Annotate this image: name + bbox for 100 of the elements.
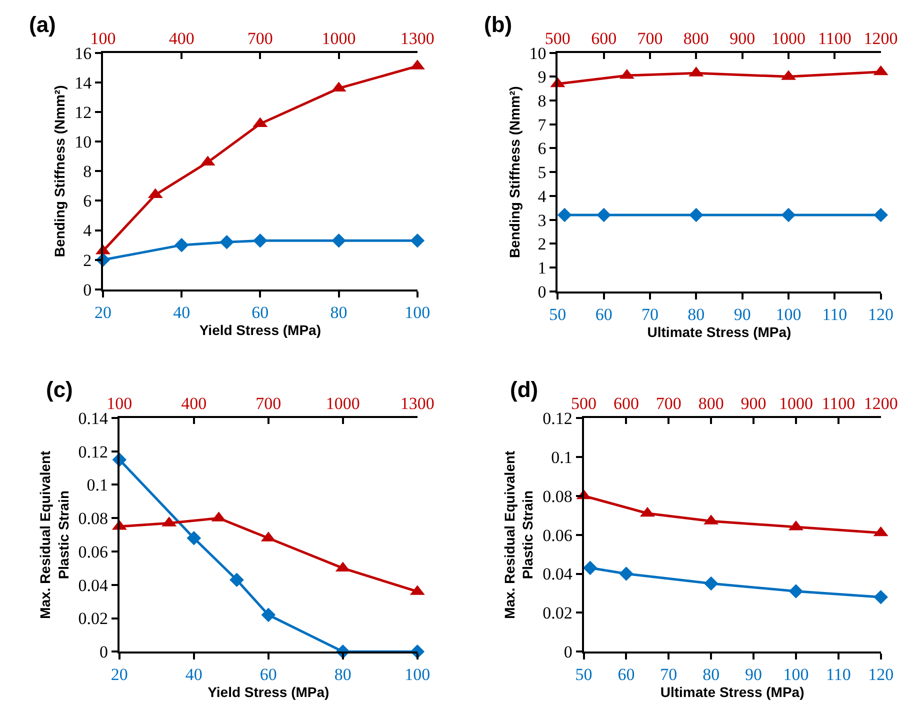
- x-axis-title: Ultimate Stress (MPa): [647, 324, 792, 340]
- y-tick-label: 0.1: [551, 448, 572, 467]
- point: [410, 233, 425, 248]
- point: [253, 233, 268, 248]
- y-tick-label: 0.02: [542, 604, 572, 623]
- y-tick-label: 2: [538, 234, 546, 254]
- y-tick-label: 0.12: [78, 442, 108, 462]
- x2-tick-label: 600: [613, 394, 639, 414]
- y-axis-title: Bending Stiffness (Nmm²): [52, 85, 68, 258]
- y-tick-label: 0.04: [542, 564, 573, 584]
- y-tick-label: 7: [538, 115, 547, 134]
- y-tick-label: 10: [74, 132, 92, 152]
- x2-tick-label: 400: [181, 394, 207, 414]
- chart-title: (b): [484, 12, 512, 37]
- x-tick-label: 80: [334, 665, 352, 684]
- y-tick-label: 0.08: [78, 509, 108, 528]
- y-tick-label: 4: [83, 221, 92, 240]
- x-tick-label: 80: [688, 304, 705, 324]
- x-tick-label: 80: [702, 665, 720, 684]
- chart-title: (a): [29, 12, 56, 37]
- x2-tick-label: 1300: [400, 29, 434, 48]
- x2-tick-label: 1200: [864, 29, 898, 48]
- x-axis-title: Yield Stress (MPa): [199, 322, 322, 338]
- y-tick-label: 2: [83, 250, 92, 270]
- x2-tick-label: 400: [168, 29, 194, 48]
- x2-tick-label: 700: [656, 394, 682, 414]
- x2-tick-label: 1000: [778, 394, 813, 414]
- x2-tick-label: 1200: [864, 394, 898, 414]
- x-tick-label: 60: [618, 665, 635, 684]
- y-tick-label: 1: [538, 258, 546, 278]
- x2-tick-label: 100: [106, 394, 132, 414]
- x-tick-label: 100: [783, 665, 809, 684]
- x2-tick-label: 1100: [822, 394, 856, 414]
- x-tick-label: 40: [185, 665, 202, 684]
- x-tick-label: 100: [404, 302, 430, 322]
- x2-tick-label: 1000: [326, 394, 360, 414]
- y-tick-label: 0: [538, 282, 546, 302]
- x-tick-label: 40: [173, 302, 190, 322]
- y-tick-label: 0: [83, 280, 92, 300]
- x-tick-label: 20: [110, 665, 128, 684]
- point: [583, 560, 598, 576]
- x2-tick-label: 1300: [400, 394, 434, 414]
- point: [174, 238, 189, 252]
- x2-tick-label: 500: [544, 29, 570, 48]
- x-tick-label: 100: [776, 304, 802, 324]
- x-tick-label: 80: [330, 302, 348, 322]
- point: [261, 608, 276, 622]
- point: [332, 233, 346, 248]
- y-tick-label: 6: [538, 139, 546, 158]
- y-axis-title: Max. Residual Equivalent Plastic Strain: [502, 450, 536, 619]
- x-tick-label: 50: [549, 304, 566, 324]
- chart-title: (d): [510, 377, 538, 402]
- x-tick-label: 100: [404, 665, 430, 684]
- y-axis-title: Bending Stiffness (Nmm²): [506, 86, 522, 258]
- x2-tick-label: 600: [591, 29, 617, 48]
- x-tick-label: 60: [595, 304, 612, 324]
- x-tick-label: 60: [252, 302, 269, 322]
- x-tick-label: 70: [642, 304, 658, 324]
- point: [788, 584, 804, 598]
- x-tick-label: 20: [94, 302, 112, 322]
- y-tick-label: 0.1: [86, 476, 108, 495]
- x2-tick-label: 800: [683, 29, 709, 48]
- x2-tick-label: 100: [90, 29, 116, 48]
- x-tick-label: 60: [260, 665, 277, 684]
- x-tick-label: 50: [575, 665, 592, 684]
- x2-tick-label: 700: [247, 29, 273, 48]
- x-tick-label: 90: [745, 665, 762, 684]
- chart-title: (c): [46, 377, 73, 402]
- y-tick-label: 0.04: [78, 576, 109, 595]
- y-tick-label: 16: [74, 44, 92, 63]
- y-tick-label: 0.12: [542, 408, 572, 428]
- point: [619, 566, 634, 581]
- x2-tick-label: 500: [571, 394, 597, 414]
- y-tick-label: 0.06: [78, 542, 108, 562]
- y-tick-label: 0.02: [78, 609, 108, 628]
- x2-tick-label: 700: [637, 29, 663, 48]
- y-tick-label: 12: [74, 102, 92, 122]
- y-tick-label: 4: [538, 186, 547, 206]
- x2-tick-label: 1100: [818, 29, 852, 48]
- x-tick-label: 120: [868, 665, 894, 684]
- y-tick-label: 0.14: [78, 408, 109, 428]
- x2-tick-label: 1000: [771, 29, 806, 48]
- x2-tick-label: 900: [730, 29, 756, 48]
- x-tick-label: 110: [826, 665, 851, 684]
- x-axis-title: Ultimate Stress (MPa): [660, 684, 804, 700]
- y-tick-label: 0: [564, 642, 572, 662]
- x-tick-label: 90: [734, 304, 751, 324]
- point: [874, 590, 888, 604]
- point: [220, 234, 234, 250]
- y-tick-label: 8: [538, 91, 546, 110]
- y-tick-label: 9: [538, 68, 546, 87]
- y-tick-label: 10: [529, 44, 546, 63]
- x-tick-label: 110: [822, 304, 848, 324]
- y-tick-label: 5: [538, 163, 546, 182]
- y-tick-label: 14: [74, 73, 92, 92]
- y-tick-label: 0: [100, 642, 108, 662]
- point: [230, 572, 244, 588]
- y-axis-title: Max. Residual Equivalent Plastic Strain: [37, 450, 72, 619]
- x-axis-title: Yield Stress (MPa): [208, 684, 330, 700]
- point: [186, 530, 202, 546]
